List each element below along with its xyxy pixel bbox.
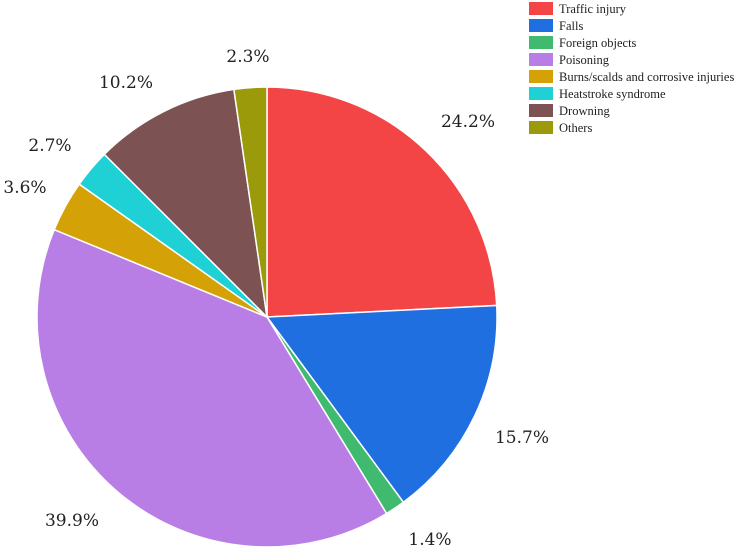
legend-swatch <box>529 121 553 134</box>
pie-slice-drowning <box>103 88 269 320</box>
data-label: 1.4% <box>408 530 451 549</box>
legend-swatch <box>529 2 553 15</box>
pie-slices <box>36 86 498 548</box>
legend-label: Burns/scalds and corrosive injuries <box>559 70 734 84</box>
data-label: 2.3% <box>226 47 269 67</box>
data-label: 24.2% <box>441 112 495 132</box>
legend-swatch <box>529 36 553 49</box>
legend-swatch <box>529 19 553 32</box>
legend-label: Drowning <box>559 104 610 118</box>
data-label: 10.2% <box>99 73 153 93</box>
pie-labels: 24.2% 15.7% 1.4% 39.9% 3.6% 2.7% 10.2% 2.3% <box>3 47 549 549</box>
pie-slice-falls <box>265 304 498 504</box>
legend-swatch <box>529 70 553 83</box>
data-label: 39.9% <box>45 511 99 531</box>
data-label: 3.6% <box>3 178 46 198</box>
legend-label: Traffic injury <box>559 2 627 16</box>
legend-label: Foreign objects <box>559 36 637 50</box>
legend-swatch <box>529 87 553 100</box>
legend: Traffic injury Falls Foreign objects Poison… <box>529 2 734 135</box>
legend-swatch <box>529 53 553 66</box>
pie-slice-traffic-injury <box>266 86 498 318</box>
pie-slice-others <box>233 86 268 318</box>
legend-swatch <box>529 104 553 117</box>
legend-label: Others <box>559 121 592 135</box>
legend-label: Poisoning <box>559 53 610 67</box>
legend-label: Heatstroke syndrome <box>559 87 666 101</box>
data-label: 2.7% <box>28 136 71 156</box>
data-label: 15.7% <box>495 428 549 448</box>
legend-label: Falls <box>559 19 583 33</box>
pie-slice-poisoning <box>36 228 388 548</box>
